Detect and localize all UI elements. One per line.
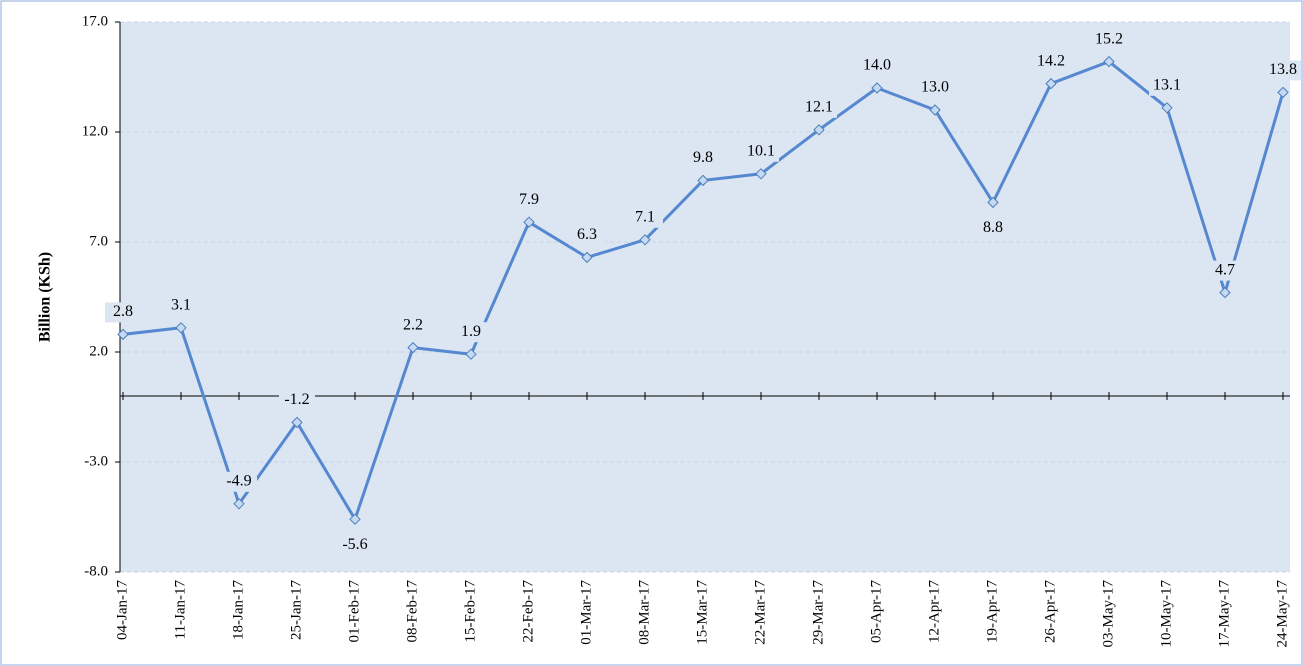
label-bg [1265, 60, 1301, 81]
x-tick-label: 24-May-17 [1274, 580, 1290, 648]
label-bg [801, 97, 837, 118]
x-tick-label: 26-Apr-17 [1042, 580, 1058, 644]
marker [813, 124, 825, 136]
data-label: 7.9 [519, 191, 539, 208]
data-label: 13.1 [1153, 76, 1181, 93]
label-bg [569, 225, 605, 246]
x-tick-label: 03-May-17 [1100, 580, 1116, 648]
marker [755, 168, 767, 180]
data-label: 13.0 [921, 79, 949, 96]
x-tick-label: 01-Mar-17 [578, 580, 594, 645]
data-label: 9.8 [693, 149, 713, 166]
marker [697, 174, 709, 187]
x-tick-label: 15-Feb-17 [462, 580, 478, 643]
x-tick-label: 04-Jan-17 [114, 580, 130, 640]
label-bg [743, 141, 779, 162]
y-tick-label: -8.0 [84, 563, 108, 579]
x-tick-label: 12-Apr-17 [926, 580, 942, 644]
data-label: 2.2 [403, 316, 423, 333]
marker [1161, 102, 1173, 114]
data-label: -1.2 [284, 391, 309, 408]
label-bg [859, 56, 895, 76]
label-bg [627, 207, 663, 228]
y-tick-label: 17.0 [82, 13, 108, 29]
marker [523, 216, 535, 228]
label-bg [1091, 29, 1127, 50]
marker [639, 234, 651, 246]
data-label: 4.7 [1215, 261, 1235, 278]
marker [349, 513, 361, 525]
x-tick-label: 08-Feb-17 [404, 580, 420, 643]
marker [465, 348, 477, 360]
marker [581, 251, 593, 264]
x-tick-label: 22-Mar-17 [752, 580, 768, 645]
x-tick-label: 19-Apr-17 [984, 580, 1000, 644]
label-bg [1207, 260, 1243, 281]
marker [117, 328, 129, 341]
data-label: 13.8 [1269, 61, 1297, 78]
marker [987, 196, 999, 209]
marker [1103, 55, 1115, 68]
x-tick-label: 11-Jan-17 [172, 580, 188, 640]
x-tick-label: 10-May-17 [1158, 580, 1174, 648]
label-bg [453, 322, 489, 343]
plot-area [120, 22, 1290, 572]
marker [291, 416, 303, 429]
label-bg [279, 390, 315, 411]
marker [233, 498, 245, 510]
label-bg [1033, 51, 1069, 72]
data-label: 15.2 [1095, 30, 1123, 47]
x-tick-label: 05-Apr-17 [868, 580, 884, 644]
marker [407, 341, 419, 354]
data-label: 1.9 [461, 323, 481, 340]
x-tick-label: 29-Mar-17 [810, 580, 826, 645]
data-label: 14.2 [1037, 52, 1065, 69]
label-bg [337, 535, 373, 556]
y-tick-label: 12.0 [82, 123, 108, 139]
data-label: 12.1 [805, 98, 833, 115]
label-bg [395, 315, 431, 336]
x-tick-label: 22-Feb-17 [520, 580, 536, 643]
data-label: 7.1 [635, 208, 655, 225]
data-label: 2.8 [113, 303, 133, 320]
x-tick-label: 17-May-17 [1216, 580, 1232, 648]
marker [175, 322, 187, 334]
marker [929, 104, 941, 116]
x-tick-label: 18-Jan-17 [230, 580, 246, 640]
data-label: 8.8 [983, 219, 1003, 236]
label-bg [105, 302, 141, 323]
y-tick-label: 7.0 [89, 233, 108, 249]
marker [871, 82, 883, 94]
x-tick-label: 08-Mar-17 [636, 580, 652, 645]
x-tick-label: 25-Jan-17 [288, 580, 304, 640]
data-label: 6.3 [577, 226, 597, 243]
label-bg [1149, 75, 1185, 96]
y-axis-title: Billion (KSh) [37, 252, 54, 342]
data-label: 10.1 [747, 142, 775, 159]
y-tick-label: -3.0 [84, 453, 108, 469]
data-label: 3.1 [171, 296, 191, 313]
label-bg [511, 190, 547, 211]
data-label: -5.6 [342, 536, 367, 553]
label-bg [221, 471, 257, 492]
label-bg [685, 148, 721, 169]
label-bg [917, 78, 953, 98]
label-bg [975, 218, 1011, 239]
x-tick-label: 15-Mar-17 [694, 580, 710, 645]
marker [1277, 86, 1289, 99]
data-label: -4.9 [226, 472, 251, 489]
x-tick-label: 01-Feb-17 [346, 580, 362, 643]
y-tick-label: 2.0 [89, 343, 108, 359]
marker [1045, 77, 1057, 90]
label-bg [163, 295, 199, 316]
data-label: 14.0 [863, 57, 891, 74]
marker [1219, 286, 1231, 299]
